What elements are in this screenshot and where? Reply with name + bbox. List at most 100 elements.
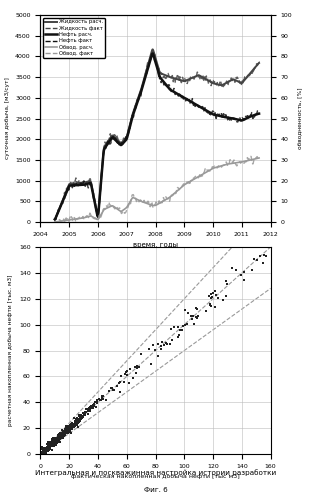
Point [44, 445, 49, 453]
Point [67, 423, 72, 431]
Point [94, 396, 99, 404]
Point [64, 425, 69, 433]
Point [59, 432, 64, 440]
Point [77, 416, 82, 424]
Point [58, 432, 63, 440]
Point [100, 392, 105, 400]
Point [67, 421, 72, 429]
Point [43, 448, 48, 456]
Point [88, 403, 93, 411]
Point [53, 434, 58, 442]
Point [46, 444, 51, 452]
Point [62, 427, 67, 435]
Point [55, 435, 60, 443]
Point [95, 399, 100, 407]
Point [114, 382, 119, 390]
Point [56, 430, 61, 438]
Point [48, 443, 53, 451]
Point [50, 438, 55, 446]
Point [44, 440, 49, 448]
Point [57, 432, 62, 440]
Point [56, 437, 61, 445]
Point [50, 441, 55, 449]
Point [223, 292, 228, 300]
Point [195, 312, 200, 320]
Point [49, 442, 54, 450]
Point [62, 428, 67, 436]
Point [57, 435, 62, 443]
Point [74, 415, 79, 423]
Point [54, 438, 59, 446]
Point [203, 307, 208, 315]
Point [48, 441, 53, 449]
Point [54, 435, 59, 443]
Point [80, 414, 85, 422]
Point [74, 419, 79, 427]
Point [50, 440, 55, 448]
Point [48, 441, 53, 449]
Point [50, 441, 55, 449]
Point [181, 321, 186, 329]
Point [77, 414, 82, 422]
Point [77, 414, 82, 422]
Point [71, 421, 76, 429]
Point [51, 440, 56, 448]
Point [40, 450, 45, 458]
Point [46, 438, 51, 446]
Point [44, 443, 49, 451]
Text: Интегральная и поскважинная настройка истории разработки: Интегральная и поскважинная настройка ис… [35, 470, 276, 477]
Point [61, 430, 66, 438]
Point [40, 443, 45, 451]
Point [133, 369, 138, 377]
Point [116, 379, 121, 387]
Point [44, 447, 49, 455]
Point [69, 424, 74, 432]
Point [43, 447, 48, 455]
Point [49, 439, 54, 447]
Point [54, 437, 59, 445]
Point [209, 302, 214, 310]
Point [59, 431, 64, 439]
Point [42, 449, 47, 457]
Point [216, 294, 220, 302]
Point [61, 432, 66, 440]
Point [63, 426, 67, 434]
Point [51, 438, 56, 446]
Point [44, 446, 49, 454]
Point [57, 438, 62, 446]
Point [87, 406, 92, 414]
Point [60, 430, 65, 438]
Point [46, 442, 51, 450]
Point [77, 412, 82, 420]
Point [100, 395, 105, 403]
Point [66, 425, 71, 433]
Point [54, 437, 59, 445]
Point [53, 436, 58, 444]
Point [49, 438, 53, 446]
Point [39, 449, 44, 457]
Point [54, 438, 59, 446]
Point [47, 438, 52, 446]
Point [56, 431, 61, 439]
Point [42, 444, 47, 452]
Point [46, 444, 51, 452]
Point [50, 438, 55, 446]
Point [58, 432, 63, 440]
Point [55, 435, 60, 443]
Point [50, 436, 55, 444]
Point [72, 422, 77, 430]
Point [62, 429, 67, 437]
Point [47, 440, 52, 448]
Point [72, 419, 77, 427]
Point [89, 404, 94, 412]
Point [63, 428, 68, 436]
Point [46, 440, 51, 448]
Point [63, 431, 67, 439]
Point [229, 264, 234, 272]
Point [63, 429, 68, 437]
Point [45, 444, 50, 452]
Point [47, 446, 52, 454]
Point [43, 445, 48, 453]
Point [91, 401, 95, 409]
Point [59, 432, 64, 440]
